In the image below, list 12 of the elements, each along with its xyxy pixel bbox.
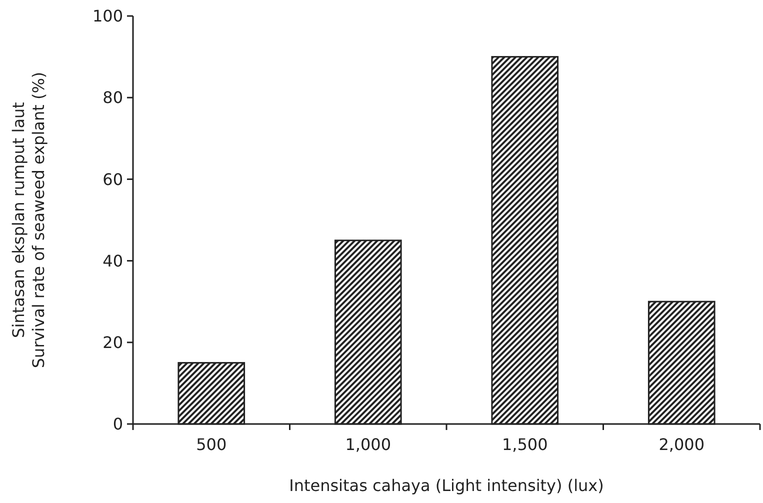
x-tick-label: 500	[196, 435, 227, 454]
x-tick-label: 1,000	[345, 435, 392, 454]
y-axis-title: Sintasan eksplan rumput laut Survival rate of seaweed explant (%)	[9, 72, 48, 368]
x-axis-title: Intensitas cahaya (Light intensity) (lux)	[289, 476, 604, 495]
y-tick-label: 100	[92, 6, 123, 26]
y-tick-label: 40	[102, 251, 123, 270]
y-tick-label: 20	[102, 333, 123, 352]
y-tick-label: 0	[112, 414, 123, 434]
y-tick-label: 80	[102, 88, 123, 108]
x-tick-label: 2,000	[658, 435, 705, 454]
y-tick-label: 60	[102, 170, 123, 189]
x-tick-label: 1,500	[502, 435, 548, 454]
